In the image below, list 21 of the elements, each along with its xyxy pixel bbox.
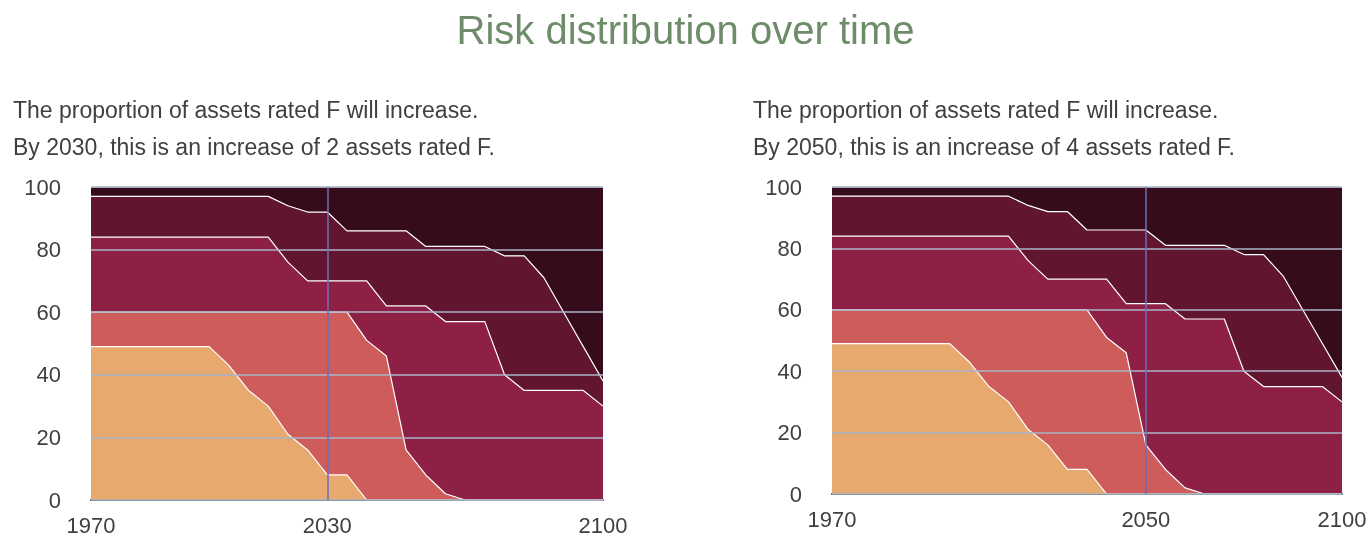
x-tick-label: 2100: [1317, 506, 1367, 532]
y-tick-label: 100: [24, 174, 61, 200]
chart-subtitle: The proportion of assets rated F will increase. By 2050, this is an increase of 4 assets rated F.: [753, 96, 1235, 160]
y-tick-label: 60: [36, 299, 61, 325]
y-tick-label: 20: [777, 420, 802, 446]
y-tick-label: 0: [48, 487, 61, 513]
y-tick-label: 60: [777, 297, 802, 323]
chart-subtitle: The proportion of assets rated F will increase. By 2030, this is an increase of 2 assets rated F.: [13, 96, 495, 160]
x-tick-label: 2050: [1121, 506, 1171, 532]
text: Risk distribution over time: [455, 8, 916, 53]
x-tick-label: 1970: [66, 512, 116, 538]
y-tick-label: 40: [777, 358, 802, 384]
y-tick-label: 80: [777, 235, 802, 261]
y-tick-label: 100: [765, 174, 802, 200]
y-tick-label: 80: [36, 237, 61, 263]
x-tick-label: 2100: [578, 512, 628, 538]
y-tick-label: 20: [36, 424, 61, 450]
y-tick-label: 0: [789, 481, 802, 507]
x-tick-label: 1970: [807, 506, 857, 532]
y-tick-label: 40: [36, 362, 61, 388]
x-tick-label: 2030: [302, 512, 352, 538]
